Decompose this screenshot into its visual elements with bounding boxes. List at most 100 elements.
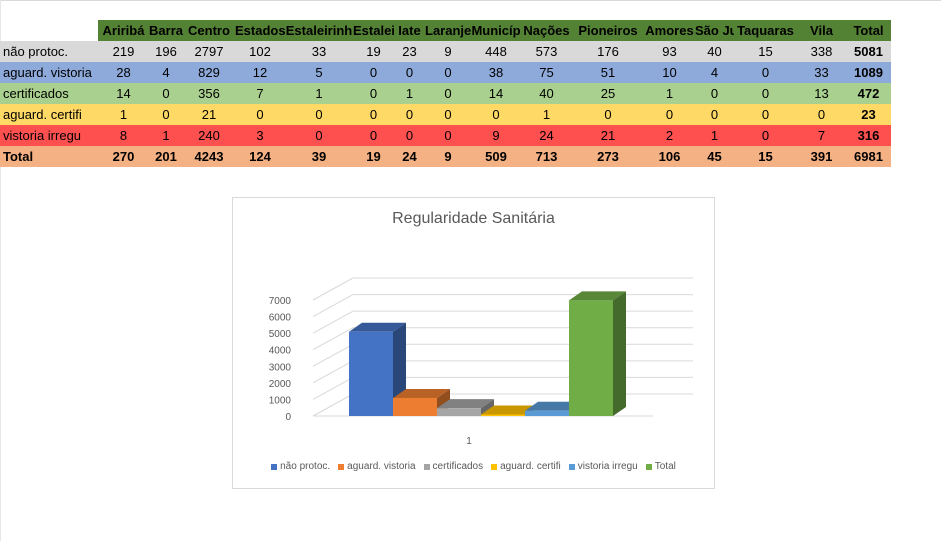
table-cell[interactable]: 829 [183, 62, 235, 83]
table-cell[interactable]: 6981 [846, 146, 891, 167]
table-cell[interactable]: 1 [394, 83, 425, 104]
table-cell[interactable]: 472 [846, 83, 891, 104]
row-label[interactable]: vistoria irregu [0, 125, 98, 146]
table-cell[interactable]: 219 [98, 41, 149, 62]
row-label[interactable]: aguard. certifi [0, 104, 98, 125]
table-cell[interactable]: 13 [797, 83, 846, 104]
table-cell[interactable]: 448 [471, 41, 521, 62]
chart-container[interactable]: Regularidade Sanitária 0 1000 2000 3000 4000… [232, 197, 715, 489]
table-cell[interactable]: 38 [471, 62, 521, 83]
table-cell[interactable]: 25 [572, 83, 644, 104]
column-header[interactable]: Nações [521, 20, 572, 41]
table-cell[interactable]: 0 [425, 125, 471, 146]
table-cell[interactable]: 4 [695, 62, 734, 83]
table-cell[interactable]: 713 [521, 146, 572, 167]
table-cell[interactable]: 196 [149, 41, 183, 62]
table-cell[interactable]: 10 [644, 62, 695, 83]
table-cell[interactable]: 338 [797, 41, 846, 62]
table-cell[interactable]: 7 [235, 83, 285, 104]
table-cell[interactable]: 4 [149, 62, 183, 83]
table-cell[interactable]: 0 [695, 83, 734, 104]
column-header[interactable]: Barra [149, 20, 183, 41]
column-header[interactable]: São Jud [695, 20, 734, 41]
table-cell[interactable]: 9 [471, 125, 521, 146]
table-cell[interactable]: 0 [471, 104, 521, 125]
table-cell[interactable]: 23 [846, 104, 891, 125]
column-header[interactable]: Municíp [471, 20, 521, 41]
table-cell[interactable]: 45 [695, 146, 734, 167]
table-cell[interactable]: 4243 [183, 146, 235, 167]
table-cell[interactable]: 24 [521, 125, 572, 146]
table-cell[interactable]: 21 [183, 104, 235, 125]
table-cell[interactable]: 5081 [846, 41, 891, 62]
table-cell[interactable]: 356 [183, 83, 235, 104]
table-cell[interactable]: 7 [797, 125, 846, 146]
table-cell[interactable]: 0 [425, 62, 471, 83]
table-cell[interactable]: 391 [797, 146, 846, 167]
table-cell[interactable]: 1 [98, 104, 149, 125]
table-cell[interactable]: 15 [734, 146, 797, 167]
table-cell[interactable]: 0 [734, 83, 797, 104]
table-cell[interactable]: 270 [98, 146, 149, 167]
column-header[interactable]: Taquaras [734, 20, 797, 41]
table-cell[interactable]: 0 [695, 104, 734, 125]
table-cell[interactable]: 0 [394, 62, 425, 83]
column-header[interactable]: Iate [394, 20, 425, 41]
column-header[interactable]: Centro [183, 20, 235, 41]
table-cell[interactable]: 0 [394, 104, 425, 125]
table-cell[interactable]: 33 [797, 62, 846, 83]
table-cell[interactable]: 8 [98, 125, 149, 146]
table-cell[interactable]: 75 [521, 62, 572, 83]
column-header[interactable]: Estaleirinh [285, 20, 353, 41]
table-cell[interactable]: 0 [734, 125, 797, 146]
table-cell[interactable]: 0 [149, 83, 183, 104]
table-cell[interactable]: 509 [471, 146, 521, 167]
table-cell[interactable]: 124 [235, 146, 285, 167]
row-label[interactable]: não protoc. [0, 41, 98, 62]
table-cell[interactable]: 316 [846, 125, 891, 146]
table-cell[interactable]: 3 [235, 125, 285, 146]
table-cell[interactable]: 1 [285, 83, 353, 104]
table-cell[interactable]: 0 [353, 62, 394, 83]
table-cell[interactable]: 273 [572, 146, 644, 167]
column-header[interactable]: Ariribá [98, 20, 149, 41]
table-cell[interactable]: 0 [149, 104, 183, 125]
table-cell[interactable]: 0 [235, 104, 285, 125]
table-cell[interactable]: 1 [695, 125, 734, 146]
row-label[interactable]: aguard. vistoria [0, 62, 98, 83]
table-cell[interactable]: 1 [644, 83, 695, 104]
table-cell[interactable]: 21 [572, 125, 644, 146]
column-header[interactable]: Laranjei [425, 20, 471, 41]
table-cell[interactable]: 19 [353, 146, 394, 167]
table-cell[interactable]: 24 [394, 146, 425, 167]
column-header[interactable]: Total [846, 20, 891, 41]
table-cell[interactable]: 28 [98, 62, 149, 83]
column-header[interactable]: Estaleiro [353, 20, 394, 41]
table-cell[interactable]: 9 [425, 41, 471, 62]
table-cell[interactable]: 12 [235, 62, 285, 83]
table-cell[interactable]: 0 [425, 83, 471, 104]
table-cell[interactable]: 0 [394, 125, 425, 146]
table-cell[interactable]: 0 [644, 104, 695, 125]
header-corner-cell[interactable] [0, 20, 98, 41]
table-cell[interactable]: 14 [471, 83, 521, 104]
table-cell[interactable]: 14 [98, 83, 149, 104]
table-cell[interactable]: 0 [353, 83, 394, 104]
table-cell[interactable]: 19 [353, 41, 394, 62]
row-label[interactable]: Total [0, 146, 98, 167]
table-cell[interactable]: 93 [644, 41, 695, 62]
table-cell[interactable]: 0 [425, 104, 471, 125]
table-cell[interactable]: 0 [285, 125, 353, 146]
table-cell[interactable]: 23 [394, 41, 425, 62]
column-header[interactable]: Pioneiros [572, 20, 644, 41]
row-label[interactable]: certificados [0, 83, 98, 104]
table-cell[interactable]: 40 [521, 83, 572, 104]
table-cell[interactable]: 573 [521, 41, 572, 62]
table-cell[interactable]: 2797 [183, 41, 235, 62]
table-cell[interactable]: 0 [285, 104, 353, 125]
table-cell[interactable]: 2 [644, 125, 695, 146]
table-cell[interactable]: 39 [285, 146, 353, 167]
table-cell[interactable]: 0 [797, 104, 846, 125]
table-cell[interactable]: 176 [572, 41, 644, 62]
column-header[interactable]: Amores [644, 20, 695, 41]
